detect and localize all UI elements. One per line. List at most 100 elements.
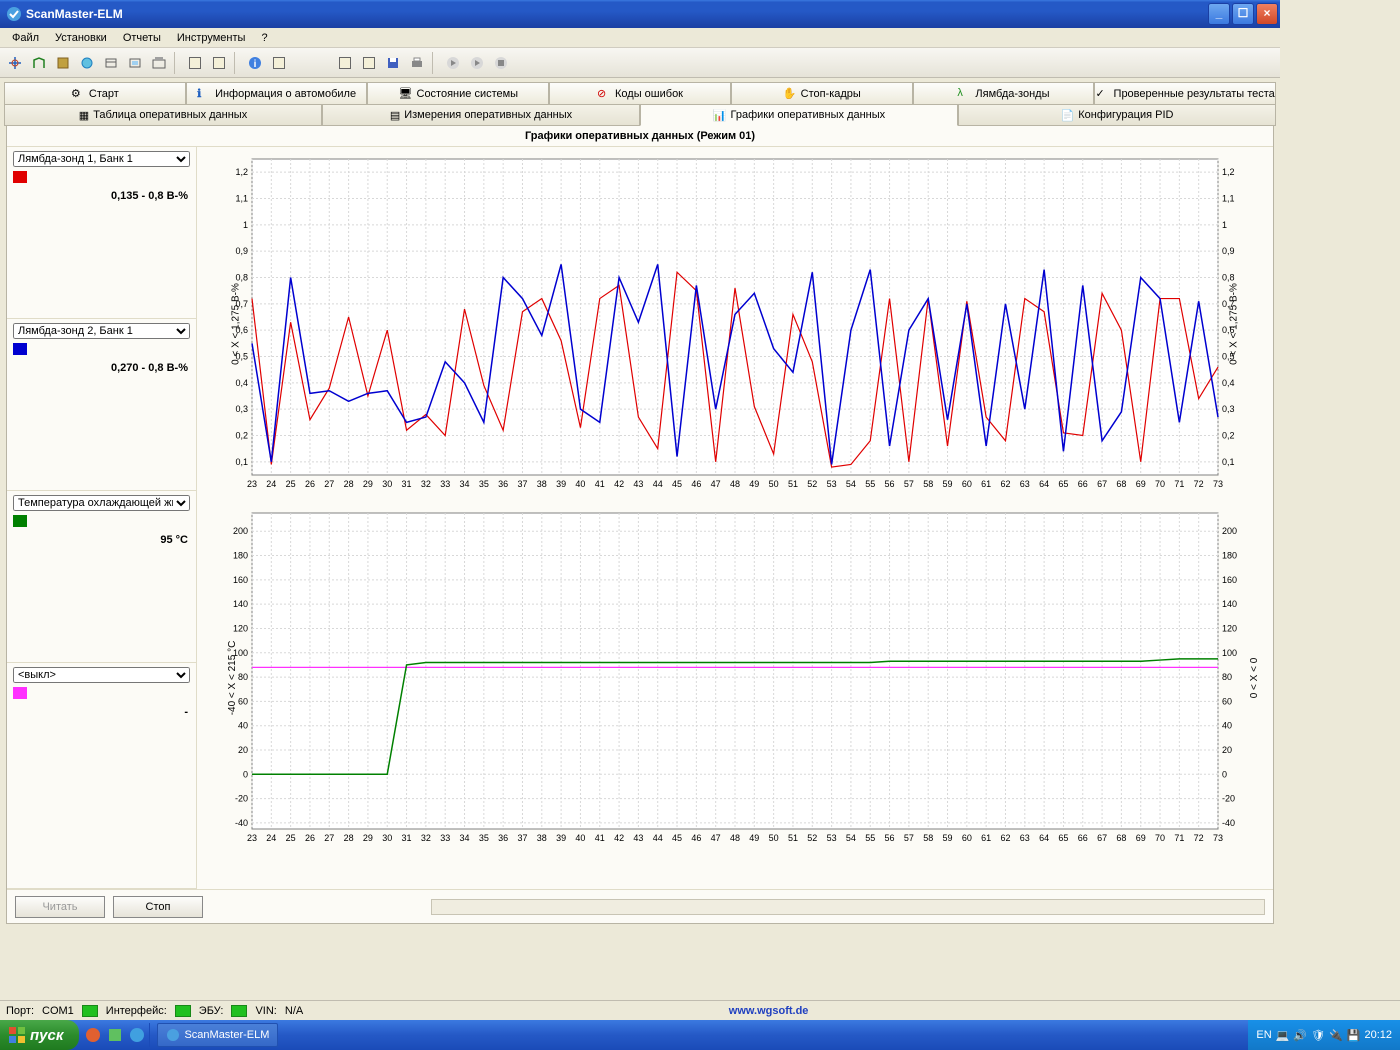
svg-text:0,3: 0,3 bbox=[235, 404, 248, 414]
chart-icon: 📊 bbox=[713, 109, 727, 122]
tool-print-icon[interactable] bbox=[406, 52, 428, 74]
svg-text:60: 60 bbox=[962, 833, 972, 843]
tab-error-codes[interactable]: ⊘Коды ошибок bbox=[549, 82, 731, 104]
menu-reports[interactable]: Отчеты bbox=[115, 30, 169, 46]
chart-top: 2324252627282930313233343536373839404142… bbox=[197, 147, 1263, 501]
tab-system-state[interactable]: 🖥Состояние системы bbox=[367, 82, 549, 104]
svg-text:71: 71 bbox=[1174, 479, 1184, 489]
tray-icon-2[interactable]: 🔊 bbox=[1293, 1029, 1307, 1042]
tool-icon-9[interactable] bbox=[208, 52, 230, 74]
tool-icon-8[interactable] bbox=[184, 52, 206, 74]
tab-test-results[interactable]: ✓Проверенные результаты теста bbox=[1094, 82, 1276, 104]
svg-text:62: 62 bbox=[1000, 479, 1010, 489]
svg-text:55: 55 bbox=[865, 833, 875, 843]
minimize-button[interactable]: _ bbox=[1208, 3, 1230, 25]
svg-text:27: 27 bbox=[324, 479, 334, 489]
tool-icon-4[interactable] bbox=[76, 52, 98, 74]
start-button[interactable]: пуск bbox=[0, 1020, 79, 1050]
svg-text:0,4: 0,4 bbox=[1222, 378, 1235, 388]
tool-icon-10[interactable] bbox=[268, 52, 290, 74]
tray-clock[interactable]: 20:12 bbox=[1364, 1029, 1392, 1041]
tool-play-icon[interactable] bbox=[442, 52, 464, 74]
tool-play2-icon[interactable] bbox=[466, 52, 488, 74]
menu-tools[interactable]: Инструменты bbox=[169, 30, 254, 46]
taskbar-app[interactable]: ScanMaster-ELM bbox=[157, 1023, 278, 1047]
tool-icon-12[interactable] bbox=[358, 52, 380, 74]
tool-icon-11[interactable] bbox=[334, 52, 356, 74]
svg-text:51: 51 bbox=[788, 833, 798, 843]
quick-launch-icon-1[interactable] bbox=[85, 1027, 101, 1043]
chart-scrollbar[interactable] bbox=[431, 899, 1265, 915]
meter-icon: ▤ bbox=[390, 109, 400, 122]
quick-launch-icon-3[interactable] bbox=[129, 1027, 145, 1043]
tray-icon-5[interactable]: 💾 bbox=[1347, 1029, 1361, 1042]
sensor-select-2[interactable]: Лямбда-зонд 2, Банк 1 bbox=[13, 323, 190, 339]
tab-start[interactable]: ⚙Старт bbox=[4, 82, 186, 104]
menu-help[interactable]: ? bbox=[253, 30, 275, 46]
svg-text:160: 160 bbox=[233, 575, 248, 585]
tab-freeze-frames[interactable]: ✋Стоп-кадры bbox=[731, 82, 913, 104]
swatch-blue bbox=[13, 343, 27, 355]
svg-text:1,2: 1,2 bbox=[1222, 167, 1235, 177]
svg-text:72: 72 bbox=[1194, 833, 1204, 843]
svg-text:52: 52 bbox=[807, 479, 817, 489]
config-icon: 📄 bbox=[1061, 109, 1075, 122]
tool-icon-6[interactable] bbox=[124, 52, 146, 74]
status-vin-value: N/A bbox=[285, 1005, 303, 1017]
tab-data-table[interactable]: ▦Таблица оперативных данных bbox=[4, 104, 322, 126]
menu-file[interactable]: Файл bbox=[4, 30, 47, 46]
svg-text:36: 36 bbox=[498, 479, 508, 489]
svg-text:66: 66 bbox=[1078, 833, 1088, 843]
close-button[interactable]: × bbox=[1256, 3, 1278, 25]
tray-icon-4[interactable]: 🔌 bbox=[1329, 1029, 1343, 1042]
svg-text:25: 25 bbox=[286, 479, 296, 489]
svg-text:29: 29 bbox=[363, 479, 373, 489]
svg-text:57: 57 bbox=[904, 833, 914, 843]
tool-save-icon[interactable] bbox=[382, 52, 404, 74]
tab-measurements[interactable]: ▤Измерения оперативных данных bbox=[322, 104, 640, 126]
sensor-select-4[interactable]: <выкл> bbox=[13, 667, 190, 683]
tab-lambda[interactable]: λЛямбда-зонды bbox=[913, 82, 1095, 104]
tool-icon-1[interactable] bbox=[4, 52, 26, 74]
chart2-ylabel-right: 0 < X < 0 bbox=[1249, 658, 1260, 699]
status-url[interactable]: www.wgsoft.de bbox=[311, 1005, 1226, 1017]
sensor-value-2: 0,270 - 0,8 В-% bbox=[13, 362, 190, 374]
tray-icon-1[interactable]: 💻 bbox=[1276, 1029, 1290, 1042]
tab-graphs[interactable]: 📊Графики оперативных данных bbox=[640, 104, 958, 126]
quick-launch-icon-2[interactable] bbox=[107, 1027, 123, 1043]
svg-text:26: 26 bbox=[305, 833, 315, 843]
status-iface-label: Интерфейс: bbox=[106, 1005, 167, 1017]
tool-icon-7[interactable] bbox=[148, 52, 170, 74]
sensor-select-3[interactable]: Температура охлаждающей жи bbox=[13, 495, 190, 511]
bottom-button-row: Читать Стоп bbox=[7, 889, 1273, 923]
swatch-red bbox=[13, 171, 27, 183]
tab-pid-config[interactable]: 📄Конфигурация PID bbox=[958, 104, 1276, 126]
tool-icon-2[interactable] bbox=[28, 52, 50, 74]
panel-title: Графики оперативных данных (Режим 01) bbox=[7, 126, 1273, 147]
sensor-select-1[interactable]: Лямбда-зонд 1, Банк 1 bbox=[13, 151, 190, 167]
svg-text:50: 50 bbox=[769, 833, 779, 843]
tool-stop-icon[interactable] bbox=[490, 52, 512, 74]
svg-text:49: 49 bbox=[749, 833, 759, 843]
menubar: Файл Установки Отчеты Инструменты ? bbox=[0, 28, 1280, 48]
menu-settings[interactable]: Установки bbox=[47, 30, 115, 46]
maximize-button[interactable]: ☐ bbox=[1232, 3, 1254, 25]
svg-text:38: 38 bbox=[537, 833, 547, 843]
tool-icon-5[interactable] bbox=[100, 52, 122, 74]
tab-vehicle-info[interactable]: ℹИнформация о автомобиле bbox=[186, 82, 368, 104]
svg-text:0,3: 0,3 bbox=[1222, 404, 1235, 414]
svg-text:72: 72 bbox=[1194, 479, 1204, 489]
svg-text:0,8: 0,8 bbox=[1222, 273, 1235, 283]
tool-icon-3[interactable] bbox=[52, 52, 74, 74]
tray-icon-3[interactable]: 🛡 bbox=[1311, 1029, 1325, 1042]
svg-text:34: 34 bbox=[460, 479, 470, 489]
svg-text:41: 41 bbox=[595, 833, 605, 843]
toolbar: i bbox=[0, 48, 1280, 78]
stop-button[interactable]: Стоп bbox=[113, 896, 203, 918]
tray-lang[interactable]: EN bbox=[1256, 1029, 1271, 1041]
svg-text:180: 180 bbox=[1222, 551, 1237, 561]
read-button[interactable]: Читать bbox=[15, 896, 105, 918]
svg-text:39: 39 bbox=[556, 833, 566, 843]
svg-text:70: 70 bbox=[1155, 833, 1165, 843]
tool-info-icon[interactable]: i bbox=[244, 52, 266, 74]
